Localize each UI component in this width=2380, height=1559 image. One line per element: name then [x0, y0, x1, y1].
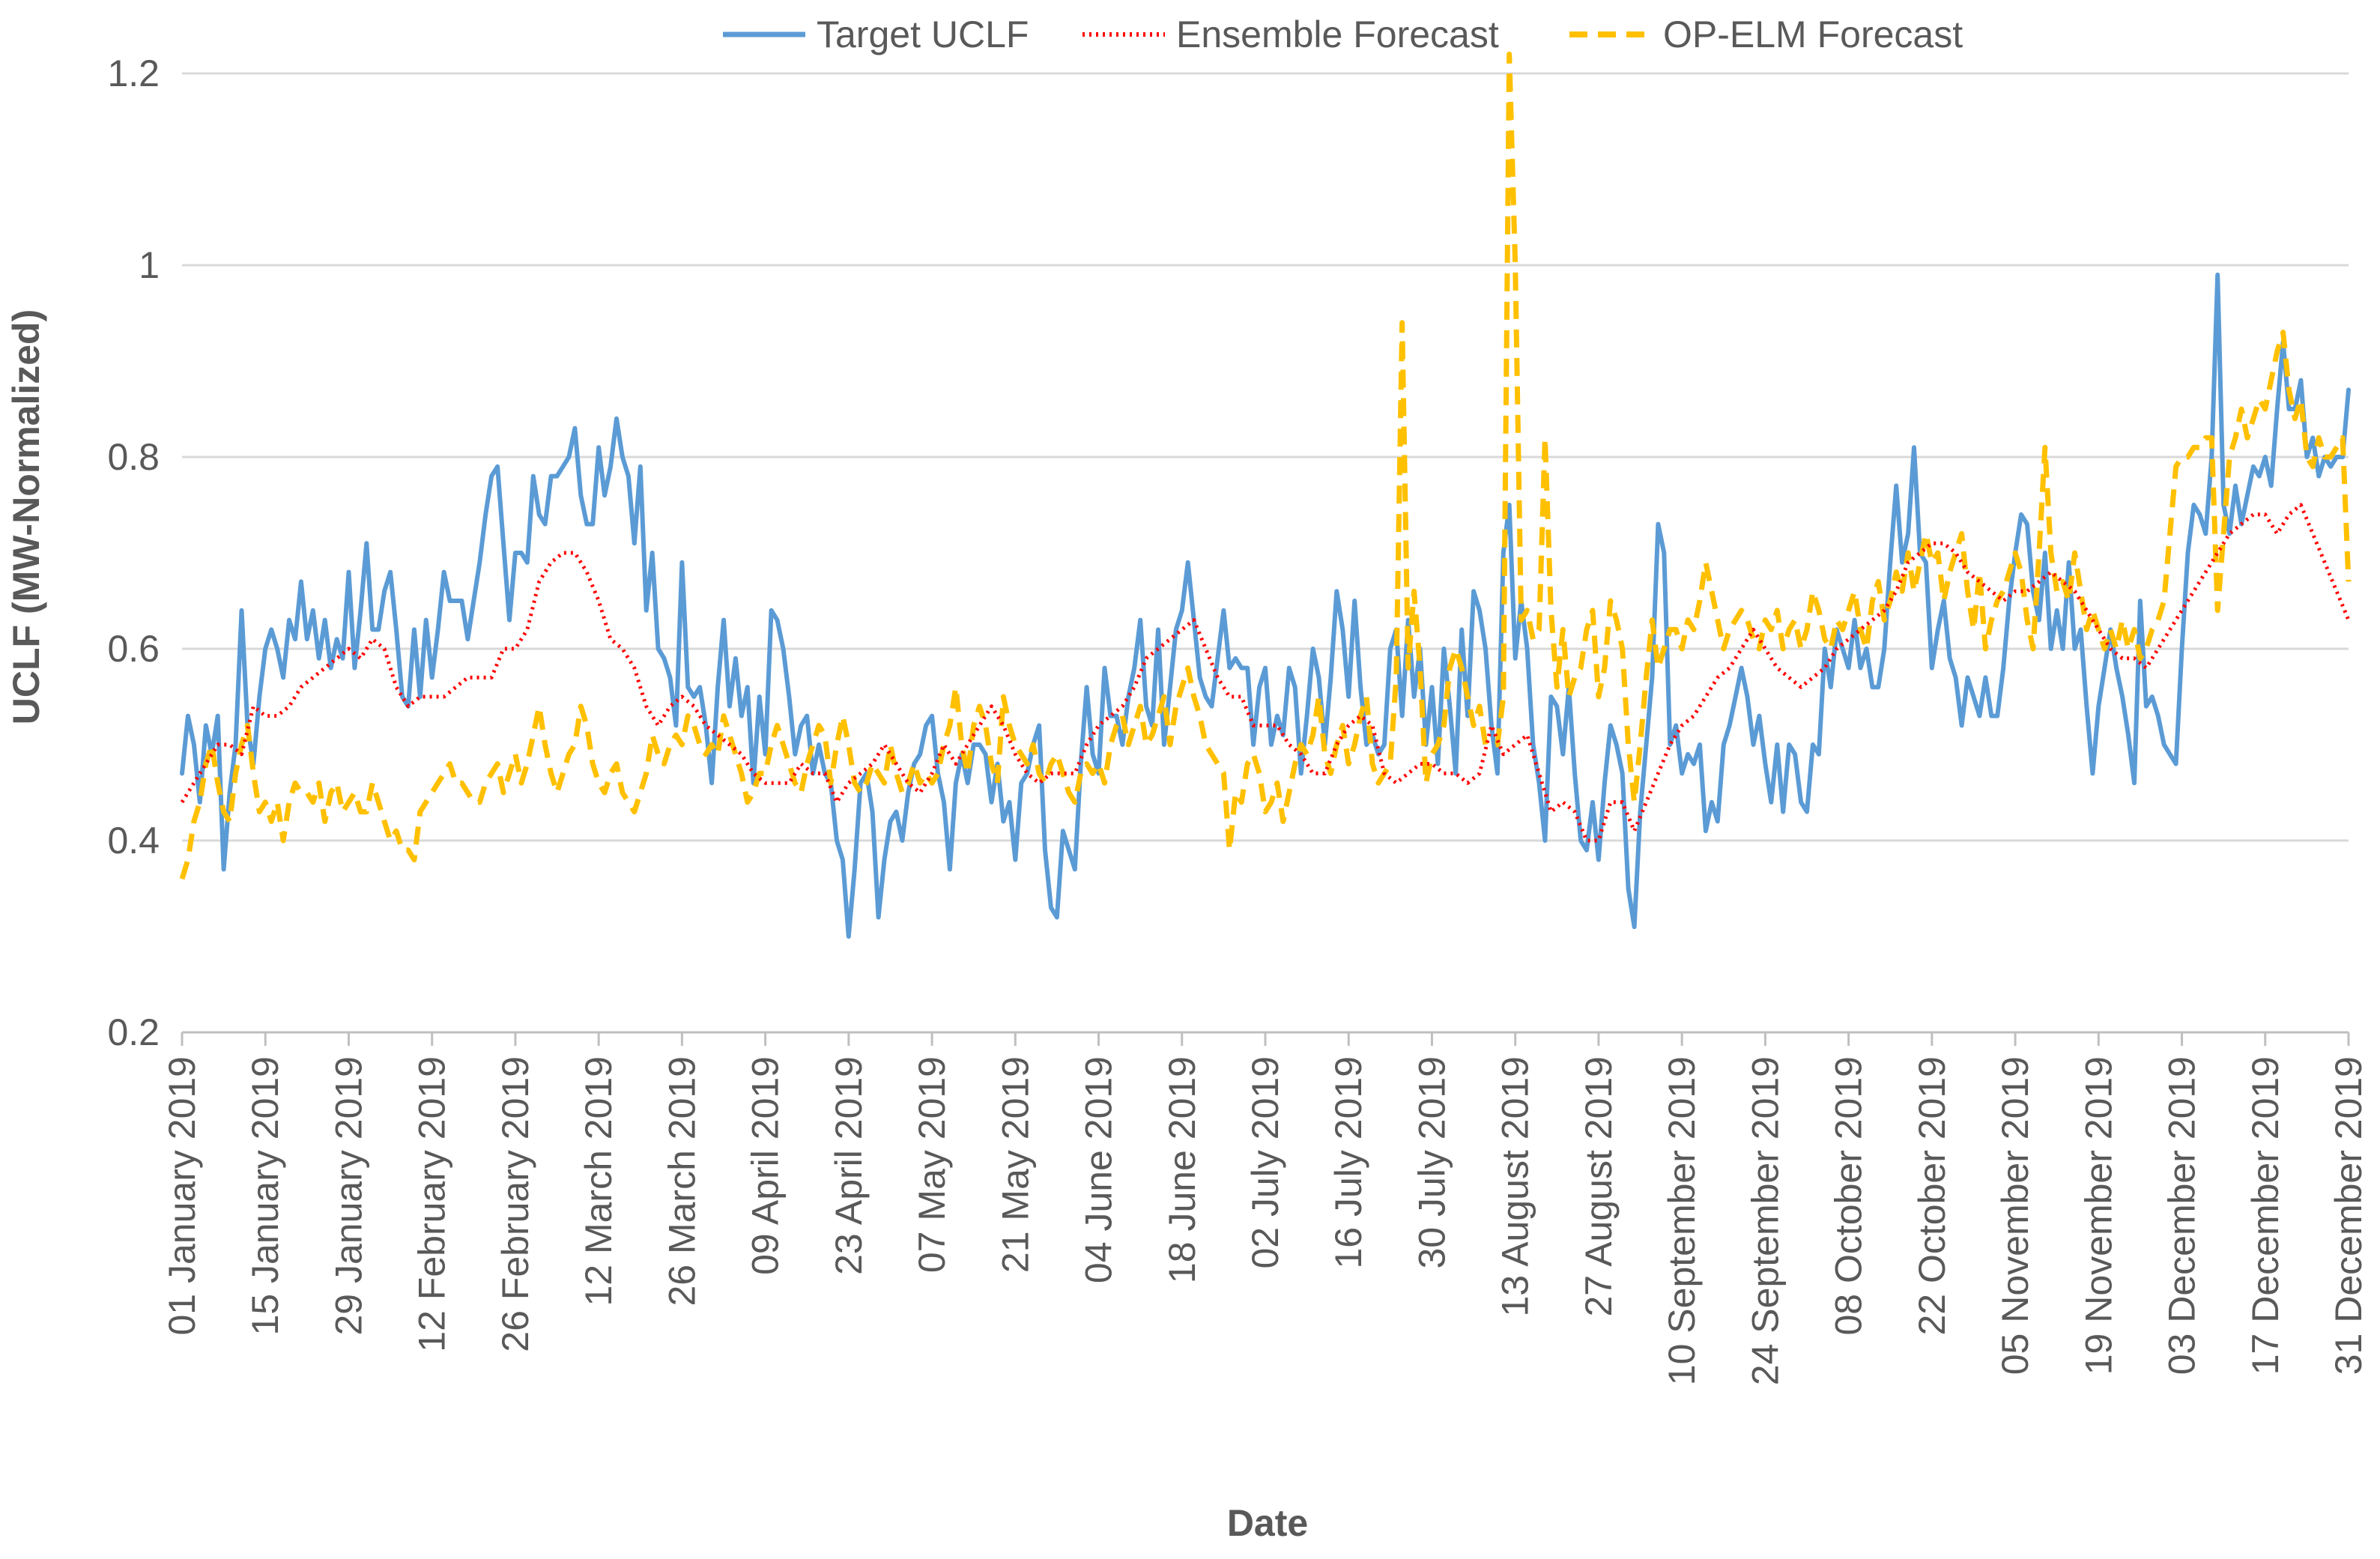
series-line-target-uclf [180, 272, 2351, 939]
x-tick-label: 13 August 2019 [1495, 1056, 1536, 1317]
x-tick-label: 02 July 2019 [1244, 1056, 1286, 1269]
y-tick-label: 0.4 [107, 820, 160, 862]
x-tick-label: 19 November 2019 [2077, 1056, 2119, 1375]
x-tick-label: 12 February 2019 [411, 1056, 453, 1352]
x-tick-label: 31 December 2019 [2328, 1056, 2370, 1375]
x-tick-label: 09 April 2019 [745, 1056, 787, 1275]
x-tick-label: 26 March 2019 [661, 1056, 703, 1307]
y-tick-label: 1 [139, 244, 160, 286]
gridlines [182, 72, 2349, 842]
y-axis-title: UCLF (MW-Normalized) [5, 309, 47, 725]
x-tick-label: 01 January 2019 [161, 1056, 203, 1336]
series-line-op-elm-forecast [179, 51, 2352, 880]
x-tick-label: 15 January 2019 [244, 1056, 286, 1336]
y-tick-label: 0.2 [107, 1011, 160, 1053]
y-tick-label: 0.8 [107, 436, 160, 478]
x-tick-label: 12 March 2019 [578, 1056, 620, 1307]
x-axis-title: Date [1227, 1502, 1308, 1544]
x-tick-label: 23 April 2019 [828, 1056, 870, 1275]
x-tick-label: 30 July 2019 [1411, 1056, 1453, 1269]
x-tick-label: 03 December 2019 [2161, 1056, 2203, 1375]
x-tick-label: 16 July 2019 [1327, 1056, 1369, 1269]
x-tick-label: 18 June 2019 [1161, 1056, 1203, 1283]
legend-label: Ensemble Forecast [1176, 13, 1499, 55]
x-tick-label: 26 February 2019 [494, 1056, 536, 1352]
x-tick-label: 24 September 2019 [1744, 1056, 1786, 1385]
y-tick-label: 1.2 [107, 52, 160, 94]
series-lines [179, 51, 2352, 939]
legend-label: Target UCLF [817, 13, 1029, 55]
x-tick-label: 27 August 2019 [1578, 1056, 1620, 1317]
x-tick-label: 17 December 2019 [2244, 1056, 2286, 1375]
x-tick-label: 07 May 2019 [911, 1056, 953, 1273]
x-tick-label: 04 June 2019 [1078, 1056, 1120, 1283]
x-tick-label: 10 September 2019 [1661, 1056, 1703, 1385]
y-tick-label: 0.6 [107, 628, 160, 670]
x-tick-label: 05 November 2019 [1994, 1056, 2036, 1375]
legend-label: OP-ELM Forecast [1663, 13, 1963, 55]
x-tick-label: 21 May 2019 [994, 1056, 1036, 1273]
x-tick-label: 22 October 2019 [1911, 1056, 1953, 1336]
legend: Target UCLF Ensemble Forecast OP-ELM Forec… [723, 13, 1963, 55]
x-tick-label: 08 October 2019 [1828, 1056, 1870, 1336]
x-tick-label: 29 January 2019 [327, 1056, 369, 1336]
axes: 0.2 0.4 0.6 0.8 1 1.2 01 January 2019 15 Januar… [107, 52, 2370, 1385]
